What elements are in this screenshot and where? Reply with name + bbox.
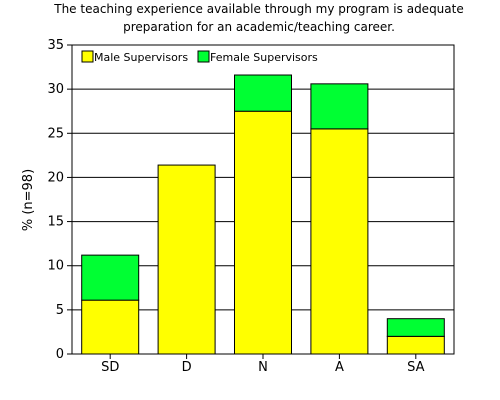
y-tick-label: 0	[56, 347, 64, 362]
bar-n-female	[234, 74, 292, 112]
y-tick-label: 25	[47, 126, 64, 141]
legend-label-male: Male Supervisors	[94, 51, 188, 64]
y-axis: 0 5 10 15 20 25 30 35	[47, 38, 72, 362]
y-tick-label: 15	[47, 215, 64, 230]
bar-n-male	[234, 110, 292, 355]
chart-title-line-2: preparation for an academic/teaching car…	[123, 20, 395, 34]
chart-title-line-1: The teaching experience available throug…	[53, 2, 463, 16]
bars	[81, 74, 445, 355]
x-tick-label: A	[335, 360, 344, 375]
y-tick-label: 5	[56, 303, 64, 318]
legend-swatch-male	[81, 50, 94, 63]
bar-d-male	[157, 164, 216, 355]
legend-label-female: Female Supervisors	[210, 51, 318, 64]
bar-sa-female	[386, 318, 445, 337]
x-tick-label: N	[258, 360, 268, 375]
legend: Male Supervisors Female Supervisors	[81, 50, 318, 64]
y-tick-label: 10	[47, 259, 64, 274]
x-tick-label: SA	[407, 360, 424, 375]
bar-sd-male	[81, 299, 140, 355]
y-axis-label: % (n=98)	[21, 169, 36, 231]
y-tick-label: 35	[47, 38, 64, 53]
x-tick-label: D	[182, 360, 192, 375]
bar-sd-female	[81, 254, 140, 301]
x-axis: SD D N A SA	[101, 354, 425, 375]
bar-a-male	[310, 128, 369, 355]
x-tick-label: SD	[101, 360, 119, 375]
y-tick-label: 20	[47, 170, 64, 185]
bar-sa-male	[386, 335, 445, 355]
legend-swatch-female	[197, 50, 210, 63]
bar-a-female	[310, 83, 369, 130]
y-tick-label: 30	[47, 82, 64, 97]
